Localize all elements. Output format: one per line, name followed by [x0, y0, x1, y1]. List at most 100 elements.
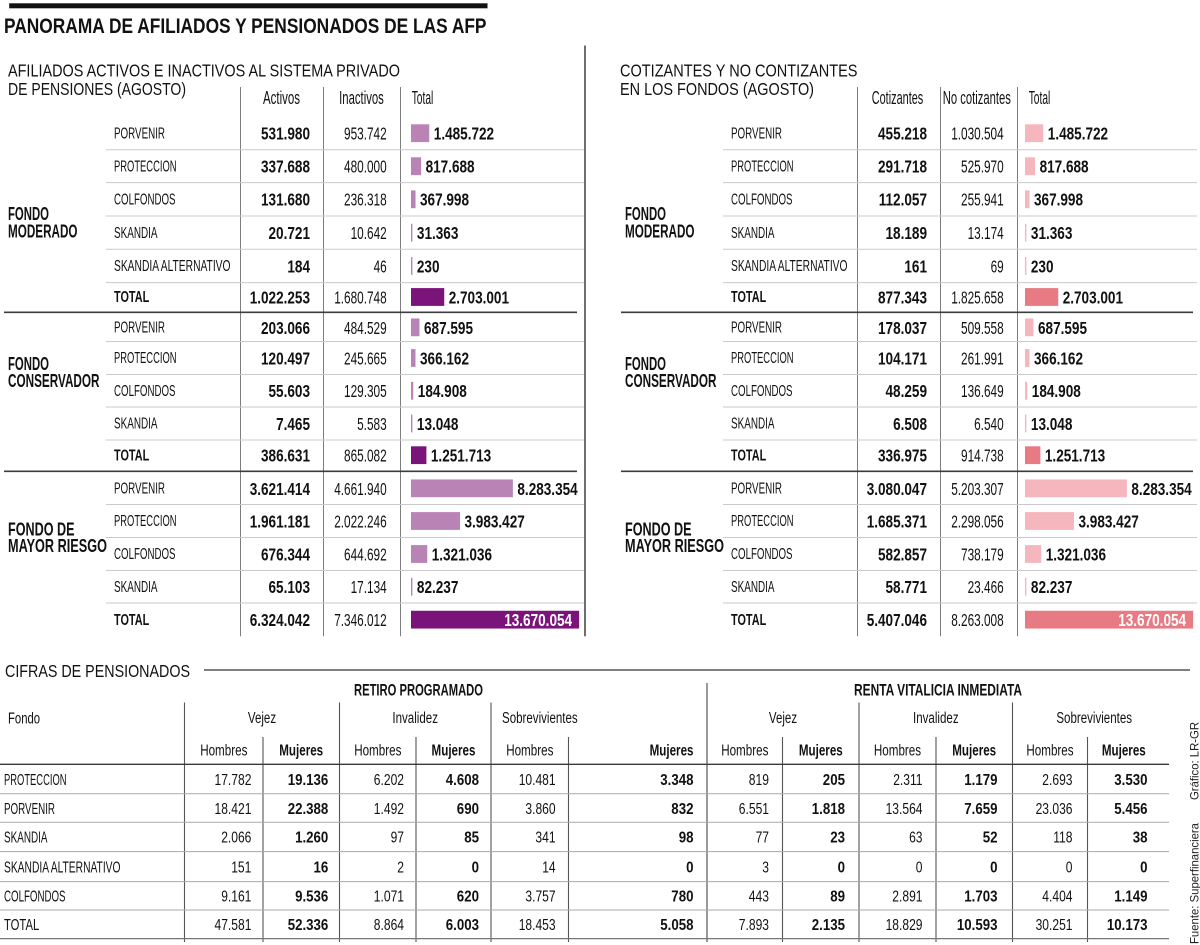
svg-text:2.311: 2.311: [893, 772, 922, 789]
svg-text:367.998: 367.998: [420, 190, 469, 210]
svg-text:0: 0: [838, 859, 845, 876]
svg-text:3.983.427: 3.983.427: [465, 511, 525, 531]
svg-text:690: 690: [457, 801, 479, 818]
svg-text:6.551: 6.551: [739, 801, 769, 818]
svg-text:Total: Total: [1029, 88, 1051, 108]
svg-text:112.057: 112.057: [879, 190, 927, 210]
svg-text:1.961.181: 1.961.181: [250, 511, 311, 531]
svg-text:10.481: 10.481: [519, 772, 556, 789]
svg-text:TOTAL: TOTAL: [114, 612, 149, 629]
svg-text:No cotizantes: No cotizantes: [943, 88, 1011, 108]
svg-text:6.540: 6.540: [974, 414, 1004, 434]
svg-text:Invalidez: Invalidez: [392, 710, 438, 727]
svg-text:18.453: 18.453: [519, 917, 556, 934]
svg-text:3.983.427: 3.983.427: [1079, 511, 1139, 531]
svg-text:MAYOR RIESGO: MAYOR RIESGO: [625, 536, 724, 556]
svg-text:SKANDIA: SKANDIA: [114, 225, 158, 242]
svg-text:98: 98: [679, 830, 694, 847]
svg-text:PROTECCION: PROTECCION: [731, 350, 794, 367]
svg-text:10.173: 10.173: [1107, 917, 1148, 934]
svg-text:819: 819: [749, 772, 769, 789]
svg-text:PORVENIR: PORVENIR: [114, 320, 165, 337]
svg-text:1.680.748: 1.680.748: [334, 287, 387, 307]
svg-text:13.174: 13.174: [968, 223, 1004, 243]
svg-text:23.466: 23.466: [968, 577, 1004, 597]
svg-text:2.066: 2.066: [221, 830, 251, 847]
svg-text:PORVENIR: PORVENIR: [731, 125, 782, 142]
svg-text:1.022.253: 1.022.253: [250, 287, 311, 307]
svg-text:4.608: 4.608: [446, 772, 479, 789]
svg-text:77: 77: [756, 830, 769, 847]
svg-text:136.649: 136.649: [961, 381, 1004, 401]
svg-text:46: 46: [374, 256, 387, 276]
svg-text:63: 63: [909, 830, 922, 847]
svg-text:131.680: 131.680: [261, 190, 310, 210]
svg-text:3.621.414: 3.621.414: [250, 479, 311, 499]
svg-text:261.991: 261.991: [961, 348, 1004, 368]
svg-text:Fondo: Fondo: [8, 711, 40, 728]
svg-text:780: 780: [671, 889, 693, 906]
svg-text:Gráfico: LR-GR: Gráfico: LR-GR: [1188, 722, 1200, 800]
svg-text:151: 151: [231, 859, 251, 876]
svg-text:205: 205: [823, 772, 845, 789]
svg-text:SKANDIA: SKANDIA: [114, 416, 158, 433]
svg-text:644.692: 644.692: [344, 544, 387, 564]
svg-text:5.456: 5.456: [1114, 801, 1147, 818]
svg-text:38: 38: [1133, 830, 1148, 847]
svg-text:2.891: 2.891: [892, 889, 922, 906]
svg-text:366.162: 366.162: [1034, 348, 1083, 368]
svg-text:1.071: 1.071: [374, 889, 404, 906]
svg-text:COLFONDOS: COLFONDOS: [114, 546, 176, 563]
svg-text:236.318: 236.318: [344, 190, 387, 210]
svg-text:7.465: 7.465: [276, 414, 310, 434]
svg-text:1.485.722: 1.485.722: [434, 124, 495, 144]
svg-text:47.581: 47.581: [215, 917, 252, 934]
svg-text:525.970: 525.970: [961, 157, 1004, 177]
svg-text:676.344: 676.344: [261, 544, 310, 564]
svg-text:366.162: 366.162: [420, 348, 469, 368]
svg-text:877.343: 877.343: [878, 287, 927, 307]
svg-text:PORVENIR: PORVENIR: [114, 481, 165, 498]
svg-text:19.136: 19.136: [288, 772, 329, 789]
svg-text:1.825.658: 1.825.658: [951, 287, 1004, 307]
svg-text:386.631: 386.631: [261, 446, 310, 466]
svg-text:531.980: 531.980: [261, 124, 310, 144]
svg-text:620: 620: [457, 889, 479, 906]
svg-text:2.022.246: 2.022.246: [334, 511, 387, 531]
svg-text:Sobrevivientes: Sobrevivientes: [1056, 710, 1132, 727]
svg-text:16: 16: [314, 859, 329, 876]
svg-text:SKANDIA ALTERNATIVO: SKANDIA ALTERNATIVO: [114, 258, 231, 275]
svg-text:Invalidez: Invalidez: [913, 710, 959, 727]
svg-text:COTIZANTES Y NO CONTIZANTES: COTIZANTES Y NO CONTIZANTES: [620, 60, 858, 80]
svg-text:COLFONDOS: COLFONDOS: [4, 889, 66, 906]
svg-text:914.738: 914.738: [961, 446, 1004, 466]
svg-text:0: 0: [1066, 859, 1073, 876]
svg-text:443: 443: [749, 889, 769, 906]
svg-text:104.171: 104.171: [878, 348, 927, 368]
svg-text:CONSERVADOR: CONSERVADOR: [8, 371, 100, 391]
svg-text:18.189: 18.189: [886, 223, 928, 243]
svg-text:865.082: 865.082: [344, 446, 387, 466]
svg-text:PROTECCION: PROTECCION: [114, 158, 177, 175]
svg-text:2.703.001: 2.703.001: [449, 287, 510, 307]
svg-text:SKANDIA: SKANDIA: [731, 225, 775, 242]
svg-text:23.036: 23.036: [1036, 801, 1073, 818]
svg-text:Sobrevivientes: Sobrevivientes: [502, 710, 578, 727]
svg-text:Hombres: Hombres: [721, 743, 768, 760]
svg-text:0: 0: [472, 859, 479, 876]
svg-text:161: 161: [904, 256, 927, 276]
svg-text:3.530: 3.530: [1114, 772, 1147, 789]
svg-text:TOTAL: TOTAL: [731, 447, 766, 464]
svg-text:82.237: 82.237: [417, 577, 459, 597]
svg-text:291.718: 291.718: [878, 157, 927, 177]
svg-text:0: 0: [686, 859, 693, 876]
svg-text:COLFONDOS: COLFONDOS: [114, 192, 176, 209]
svg-text:FONDO DE: FONDO DE: [625, 520, 692, 540]
svg-text:Cotizantes: Cotizantes: [872, 88, 924, 108]
svg-text:SKANDIA: SKANDIA: [114, 579, 158, 596]
svg-text:SKANDIA: SKANDIA: [4, 830, 48, 847]
svg-text:RETIRO PROGRAMADO: RETIRO PROGRAMADO: [354, 681, 483, 700]
svg-text:13.048: 13.048: [1031, 414, 1073, 434]
svg-text:8.283.354: 8.283.354: [517, 479, 578, 499]
svg-text:COLFONDOS: COLFONDOS: [731, 383, 793, 400]
